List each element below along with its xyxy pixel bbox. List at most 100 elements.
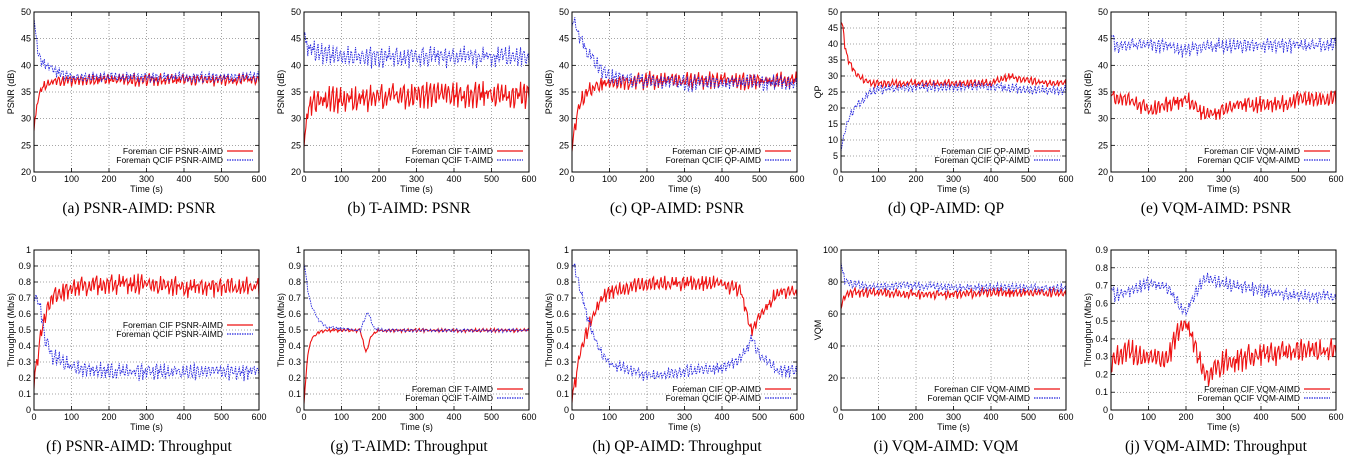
x-tick-label: 500 (484, 174, 499, 184)
y-tick-label: 1 (26, 245, 31, 255)
y-tick-label: 0.5 (556, 325, 569, 335)
x-tick-label: 300 (409, 412, 424, 422)
x-tick-label: 0 (838, 412, 843, 422)
legend-entry: Foreman CIF QP-AIMD (672, 146, 761, 156)
y-tick-label: 45 (21, 34, 31, 44)
plot-frame (571, 249, 798, 411)
y-tick-label: 20 (828, 373, 838, 383)
plot-frame (1110, 249, 1337, 411)
y-tick-label: 40 (1098, 60, 1108, 70)
chart-caption: (h) QP-AIMD: Throughput (592, 438, 762, 455)
y-tick-label: 50 (1098, 7, 1108, 17)
x-tick-label: 100 (602, 412, 617, 422)
chart-caption: (i) VQM-AIMD: VQM (874, 438, 1019, 455)
y-tick-label: 0.8 (18, 277, 31, 287)
series-line-2 (34, 293, 259, 382)
series-line-2 (572, 263, 797, 382)
y-tick-label: 0.8 (1095, 263, 1108, 273)
y-tick-label: 45 (559, 34, 569, 44)
y-axis-label: Throughput (Mb/s) (1083, 293, 1093, 367)
y-tick-label: 0.8 (288, 277, 301, 287)
x-tick-label: 300 (677, 412, 692, 422)
chart-caption: (b) T-AIMD: PSNR (347, 200, 471, 217)
y-tick-label: 50 (21, 7, 31, 17)
y-tick-label: 40 (21, 60, 31, 70)
chart-4: 0 100 200 300 400 500 600 0 5 10 15 20 25 30 35 40 45 50 T… (813, 7, 1074, 217)
x-tick-label: 300 (139, 412, 154, 422)
y-tick-label: 30 (828, 71, 838, 81)
y-tick-label: 0.9 (18, 261, 31, 271)
y-tick-label: 0.7 (288, 293, 301, 303)
x-tick-label: 500 (214, 412, 229, 422)
x-tick-label: 100 (871, 412, 886, 422)
x-tick-label: 400 (1253, 412, 1268, 422)
x-axis-label: Time (s) (937, 422, 970, 432)
x-tick-label: 0 (569, 174, 574, 184)
y-tick-label: 0.7 (556, 293, 569, 303)
y-tick-label: 0.3 (556, 357, 569, 367)
plot-frame (840, 11, 1067, 173)
y-tick-label: 0 (564, 405, 569, 415)
y-tick-label: 0 (833, 405, 838, 415)
y-tick-label: 0 (1103, 405, 1108, 415)
y-tick-label: 1 (564, 245, 569, 255)
y-tick-label: 0 (833, 167, 838, 177)
series-group (34, 273, 259, 389)
y-axis-label: VQM (813, 320, 823, 341)
y-tick-label: 0.6 (288, 309, 301, 319)
y-tick-label: 0.1 (1095, 387, 1108, 397)
y-tick-label: 0.3 (288, 357, 301, 367)
y-tick-label: 0.1 (556, 389, 569, 399)
x-tick-label: 500 (1291, 412, 1306, 422)
y-tick-label: 5 (833, 151, 838, 161)
legend-entry: Foreman CIF PSNR-AIMD (123, 146, 223, 156)
x-tick-label: 400 (176, 412, 191, 422)
series-line-1 (34, 273, 259, 389)
series-group (304, 263, 529, 404)
x-tick-label: 0 (1108, 174, 1113, 184)
x-tick-label: 400 (176, 174, 191, 184)
y-tick-label: 50 (291, 7, 301, 17)
chart-8: 0 100 200 300 400 500 600 0 0.1 0.2 0.3 0.4 0.5 0.6 0.… (544, 245, 805, 455)
y-tick-label: 50 (828, 7, 838, 17)
legend-entry: Foreman QCIF QP-AIMD (666, 393, 761, 403)
y-tick-label: 45 (291, 34, 301, 44)
series-line-1 (841, 21, 1066, 90)
chart-caption: (j) VQM-AIMD: Throughput (1125, 438, 1308, 455)
y-axis-label: PSNR (dB) (1083, 70, 1093, 115)
y-tick-label: 25 (21, 140, 31, 150)
x-axis-label: Time (s) (1207, 184, 1240, 194)
y-tick-label: 0.9 (1095, 245, 1108, 255)
legend-entry: Foreman QCIF QP-AIMD (935, 155, 1030, 165)
x-tick-label: 200 (101, 174, 116, 184)
y-tick-label: 35 (828, 55, 838, 65)
y-tick-label: 40 (559, 60, 569, 70)
legend-entry: Foreman CIF PSNR-AIMD (123, 320, 223, 330)
series-line-1 (304, 81, 529, 148)
x-tick-label: 400 (714, 412, 729, 422)
y-axis-label: PSNR (dB) (544, 70, 554, 115)
x-tick-label: 600 (789, 174, 804, 184)
chart-caption: (a) PSNR-AIMD: PSNR (62, 200, 216, 217)
series-line-2 (1111, 33, 1336, 58)
y-tick-label: 30 (291, 114, 301, 124)
x-tick-label: 500 (752, 174, 767, 184)
y-tick-label: 0.3 (18, 357, 31, 367)
y-tick-label: 25 (828, 87, 838, 97)
y-tick-label: 0.6 (556, 309, 569, 319)
y-tick-label: 45 (828, 23, 838, 33)
x-tick-label: 600 (1328, 174, 1343, 184)
y-tick-label: 20 (1098, 167, 1108, 177)
plot-frame (33, 249, 260, 411)
series-group (572, 263, 797, 403)
x-tick-label: 300 (139, 174, 154, 184)
y-axis-label: Throughput (Mb/s) (6, 293, 16, 367)
series-line-1 (1111, 90, 1336, 121)
x-tick-label: 600 (1328, 412, 1343, 422)
y-tick-label: 0.3 (1095, 352, 1108, 362)
x-tick-label: 100 (64, 412, 79, 422)
x-tick-label: 600 (251, 174, 266, 184)
legend-entry: Foreman CIF VQM-AIMD (1204, 146, 1300, 156)
